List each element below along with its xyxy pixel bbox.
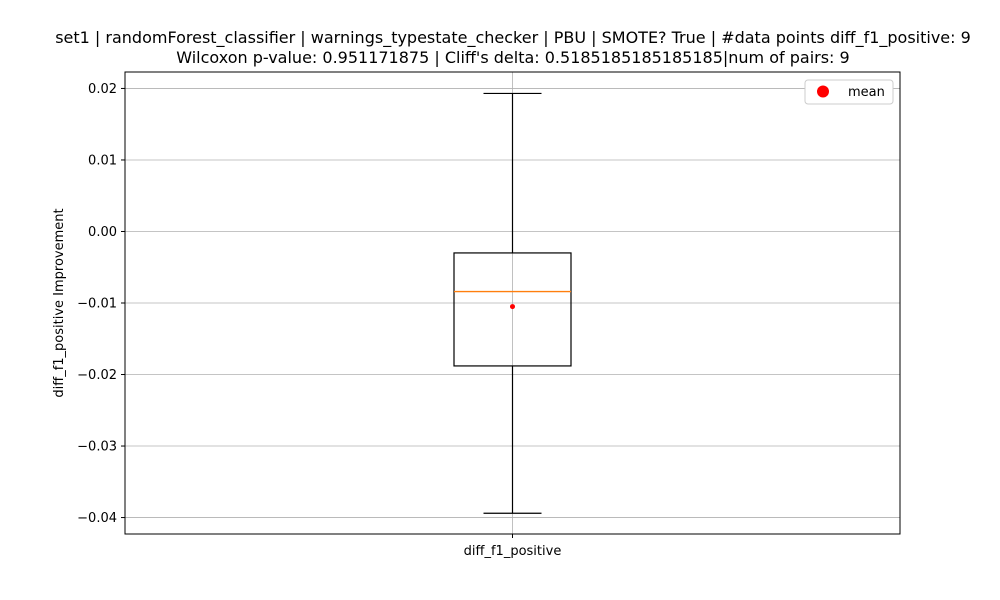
legend: mean — [804, 79, 894, 105]
y-tick-label: −0.01 — [77, 297, 117, 312]
chart-title: set1 | randomForest_classifier | warning… — [55, 28, 971, 67]
x-axis-ticks: diff_f1_positive — [464, 534, 562, 559]
chart-title-line-2: Wilcoxon p-value: 0.951171875 | Cliff's … — [176, 48, 849, 67]
y-tick-label: −0.02 — [77, 368, 117, 383]
y-tick-label: −0.04 — [77, 511, 117, 526]
y-tick-label: −0.03 — [77, 440, 117, 455]
box-layer — [453, 92, 572, 514]
legend-mean-marker — [817, 85, 829, 98]
legend-mean-label: mean — [848, 85, 885, 100]
box-iqr — [453, 252, 572, 367]
y-tick-label: 0.02 — [88, 82, 117, 97]
y-tick-label: 0.01 — [88, 153, 117, 168]
chart-title-line-1: set1 | randomForest_classifier | warning… — [55, 28, 971, 48]
legend-frame — [804, 79, 894, 105]
x-tick-label: diff_f1_positive — [464, 544, 562, 559]
y-axis-ticks: −0.04 −0.03 −0.02 −0.01 0.00 0.01 0.02 — [77, 82, 125, 526]
y-tick-label: 0.00 — [88, 225, 117, 240]
y-axis-label: diff_f1_positive Improvement — [52, 208, 67, 397]
mean-point — [510, 304, 515, 310]
